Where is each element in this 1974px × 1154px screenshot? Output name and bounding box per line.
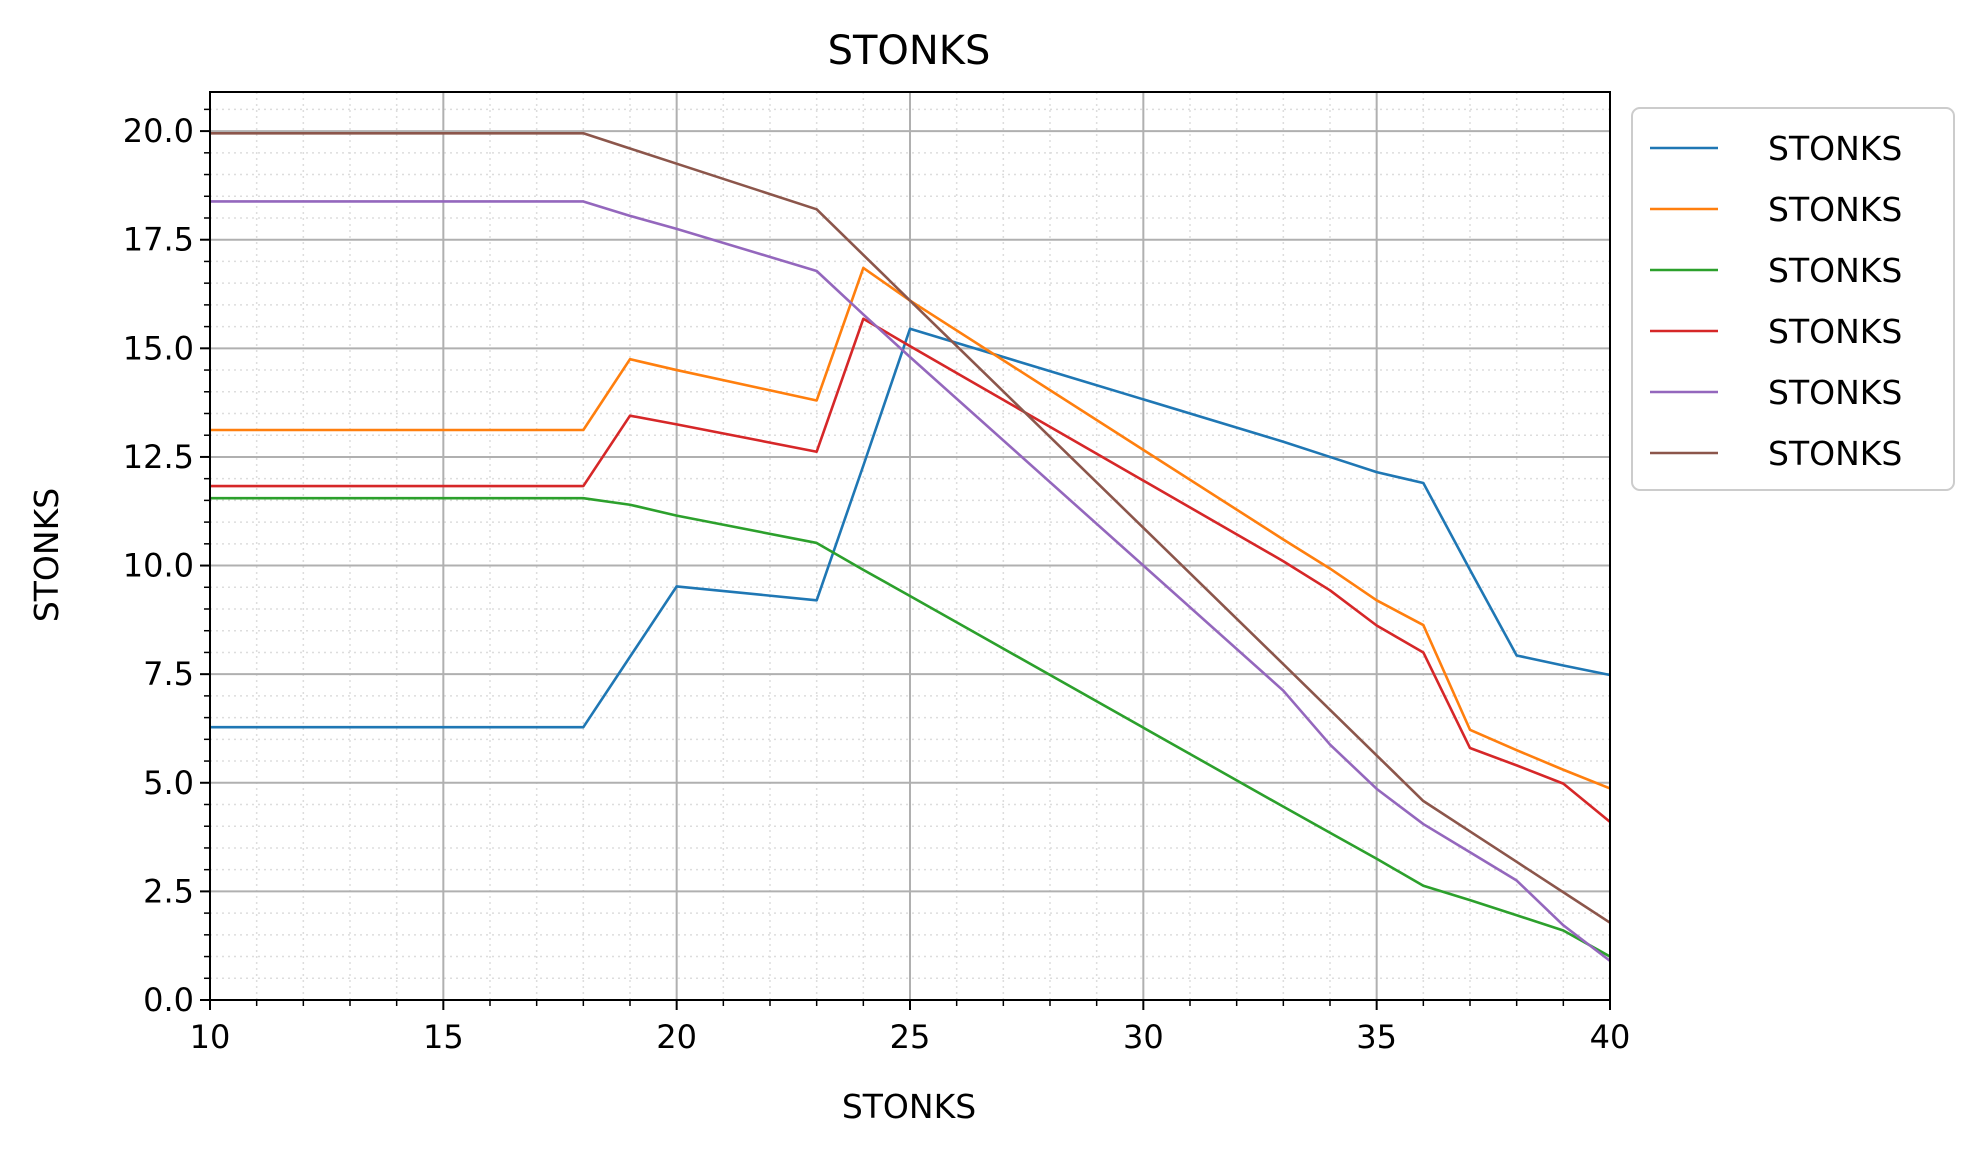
y-tick-label: 7.5 [143,655,194,693]
legend-label-1: STONKS [1768,129,1902,168]
y-tick-label: 10.0 [123,547,194,585]
y-tick-label: 5.0 [143,764,194,802]
y-tick-label: 15.0 [123,329,194,367]
minor-grid [210,92,1610,1000]
y-tick-label: 12.5 [123,438,194,476]
legend-label-3: STONKS [1768,251,1902,290]
series-line-5 [210,200,1611,962]
series-line-2 [210,266,1611,790]
x-axis-label: STONKS [842,1087,976,1126]
legend-label-2: STONKS [1768,190,1902,229]
y-tick-label: 17.5 [123,221,194,259]
y-tick-label: 2.5 [143,872,194,910]
legend-label-4: STONKS [1768,312,1902,351]
series-line-6 [210,131,1611,924]
y-axis-label: STONKS [27,488,66,622]
x-tick-label: 20 [656,1018,697,1056]
legend-label-6: STONKS [1768,434,1902,473]
chart-title: STONKS [828,28,991,74]
x-tick-label: 30 [1123,1018,1164,1056]
series-line-1 [210,327,1611,729]
series-line-4 [210,317,1611,823]
x-tick-label: 35 [1356,1018,1397,1056]
y-tick-label: 20.0 [123,112,194,150]
series-layer [210,131,1611,962]
legend-box [1631,107,1955,491]
x-axis-ticks: 10 15 20 25 30 35 40 [190,1000,1631,1056]
y-tick-label: 0.0 [143,981,194,1019]
series-line-3 [210,496,1611,958]
legend-label-5: STONKS [1768,373,1902,412]
x-tick-label: 15 [423,1018,464,1056]
legend: STONKS STONKS STONKS STONKS STONKS STONKS [1631,107,1955,491]
y-axis-ticks: 0.0 2.5 5.0 7.5 10.0 12.5 15.0 17.5 20.0 [123,108,210,1019]
x-tick-label: 40 [1590,1018,1631,1056]
x-tick-label: 10 [190,1018,231,1056]
x-tick-label: 25 [890,1018,931,1056]
